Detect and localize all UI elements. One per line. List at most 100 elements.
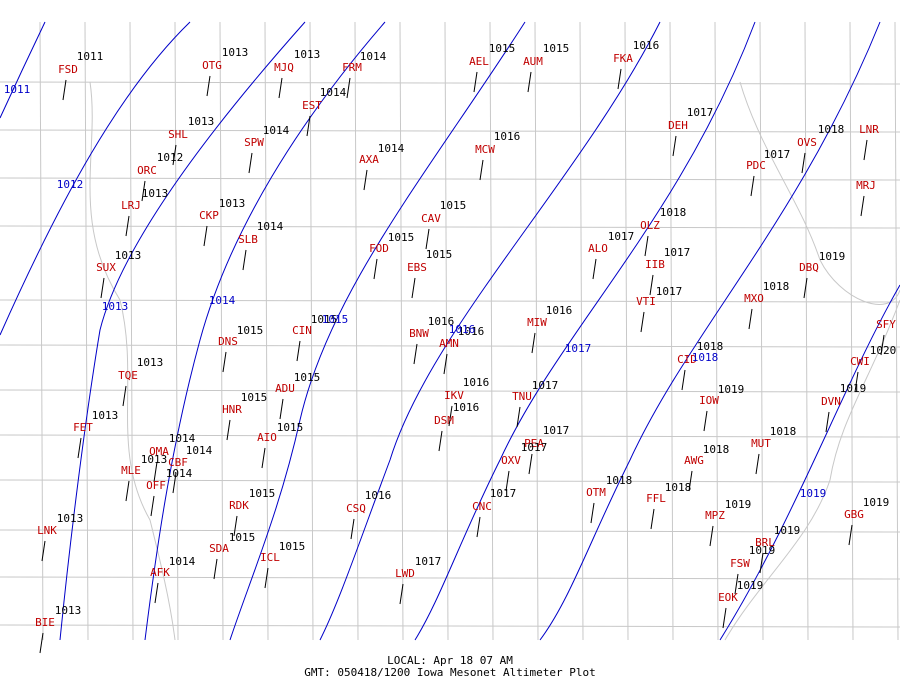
wind-barb	[531, 332, 536, 354]
altimeter-value: 1018	[606, 474, 633, 487]
county-line	[0, 81, 900, 85]
isobar	[539, 21, 881, 641]
isobar-label: 1019	[800, 487, 827, 500]
county-line	[444, 21, 449, 641]
altimeter-value: 1019	[774, 524, 801, 537]
wind-barb	[413, 343, 418, 365]
station-id: TNU	[512, 390, 532, 403]
isobar	[719, 284, 900, 641]
station-id: PEA	[524, 437, 544, 450]
wind-barb	[863, 139, 868, 161]
wind-barb	[100, 277, 105, 299]
station-id: DSM	[434, 414, 454, 427]
county-line	[399, 21, 404, 641]
station-id: CKP	[199, 209, 219, 222]
county-line	[669, 21, 674, 641]
station-id: FSW	[730, 557, 750, 570]
wind-barb	[350, 518, 355, 540]
county-line	[0, 225, 900, 229]
county-line	[39, 21, 44, 641]
station-id: MXO	[744, 292, 764, 305]
station-id: FOD	[369, 242, 389, 255]
wind-barb	[150, 495, 155, 517]
county-line	[174, 21, 179, 641]
station-id: AIO	[257, 431, 277, 444]
station-id: SLB	[238, 233, 258, 246]
altimeter-value: 1014	[263, 124, 290, 137]
station-id: VTI	[636, 295, 656, 308]
altimeter-value: 1016	[463, 376, 490, 389]
station-id: CSQ	[346, 502, 366, 515]
wind-barb	[154, 582, 159, 604]
station-id: RDK	[229, 499, 249, 512]
isobar	[0, 21, 46, 119]
altimeter-value: 1018	[703, 443, 730, 456]
wind-barb	[172, 472, 177, 494]
altimeter-value: 1014	[360, 50, 387, 63]
altimeter-value: 1014	[378, 142, 405, 155]
wind-barb	[750, 175, 755, 197]
station-id: CNC	[472, 500, 492, 513]
altimeter-value: 1016	[458, 325, 485, 338]
altimeter-value: 1018	[697, 340, 724, 353]
wind-barb	[242, 249, 247, 271]
station-id: FSD	[58, 63, 78, 76]
wind-barb	[617, 68, 622, 90]
station-id: CID	[677, 353, 697, 366]
station-id: MJQ	[274, 61, 294, 74]
altimeter-value: 1020	[870, 344, 897, 357]
station: SFY	[876, 318, 896, 356]
station-id: EST	[302, 99, 322, 112]
altimeter-value: 1016	[546, 304, 573, 317]
station-id: BIE	[35, 616, 55, 629]
altimeter-value: 1016	[633, 39, 660, 52]
wind-barb	[748, 308, 753, 330]
altimeter-value: 1017	[664, 246, 691, 259]
station-id: LWD	[395, 567, 415, 580]
wind-barb	[226, 419, 231, 441]
county-line	[0, 389, 900, 393]
station-id: DVN	[821, 395, 841, 408]
altimeter-value: 1017	[521, 441, 548, 454]
isobar-label: 1017	[565, 342, 592, 355]
wind-barb	[505, 470, 510, 492]
station-id: AFK	[150, 566, 170, 579]
wind-barb	[527, 71, 532, 93]
altimeter-value: 1019	[749, 544, 776, 557]
altimeter-value: 1016	[453, 401, 480, 414]
wind-barb	[528, 453, 533, 475]
altimeter-value: 1014	[186, 444, 213, 457]
altimeter-value: 1017	[764, 148, 791, 161]
county-line	[624, 21, 629, 641]
wind-barb	[278, 77, 283, 99]
wind-barb	[125, 215, 130, 237]
wind-barb	[640, 311, 645, 333]
altimeter-value: 1014	[257, 220, 284, 233]
